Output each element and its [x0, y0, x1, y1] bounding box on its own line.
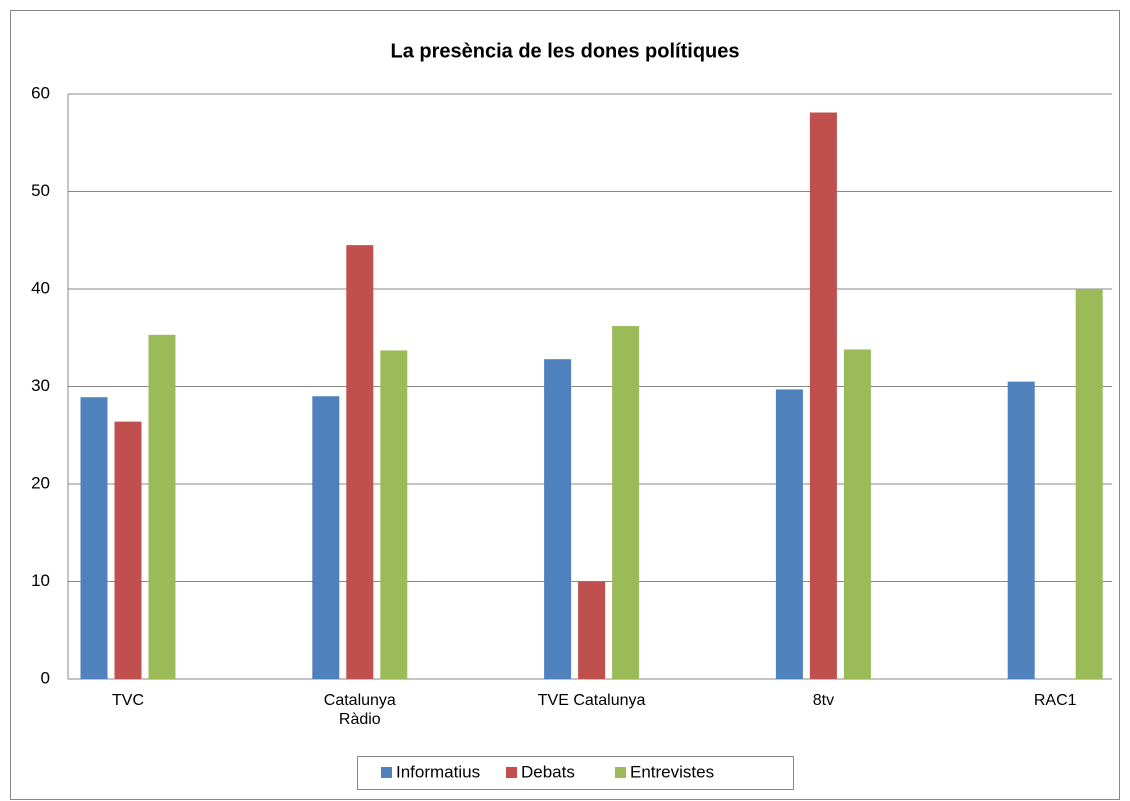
bar [312, 396, 340, 679]
legend-swatch [506, 767, 517, 778]
legend-swatch [615, 767, 626, 778]
x-tick-label: RAC1 [1033, 692, 1077, 709]
y-tick-label: 30 [31, 376, 50, 395]
y-tick-label: 50 [31, 181, 50, 200]
bar [1007, 381, 1035, 679]
bar [346, 245, 374, 679]
y-tick-label: 60 [31, 83, 50, 102]
legend-label: Entrevistes [630, 762, 714, 781]
x-tick-label: Catalunya Ràdio [323, 692, 396, 728]
bar [843, 349, 871, 679]
legend-swatch [381, 767, 392, 778]
bar [544, 359, 572, 679]
bar [1075, 289, 1103, 679]
bar [114, 421, 142, 679]
y-tick-label: 40 [31, 278, 50, 297]
legend-box [357, 756, 794, 790]
x-tick-label: TVE Catalunya [537, 692, 646, 709]
y-tick-label: 0 [41, 668, 50, 687]
bar [809, 112, 837, 679]
bar [380, 350, 408, 679]
legend-label: Debats [521, 762, 575, 781]
x-tick-label: TVC [112, 692, 144, 709]
x-tick-label: 8tv [812, 692, 835, 709]
bar [578, 581, 606, 679]
bar [80, 397, 108, 679]
bar [148, 334, 176, 679]
y-tick-label: 20 [31, 473, 50, 492]
chart-title: La presència de les dones polítiques [391, 40, 740, 62]
bar [775, 389, 803, 679]
legend-label: Informatius [396, 762, 480, 781]
y-tick-label: 10 [31, 571, 50, 590]
bar [612, 326, 640, 679]
